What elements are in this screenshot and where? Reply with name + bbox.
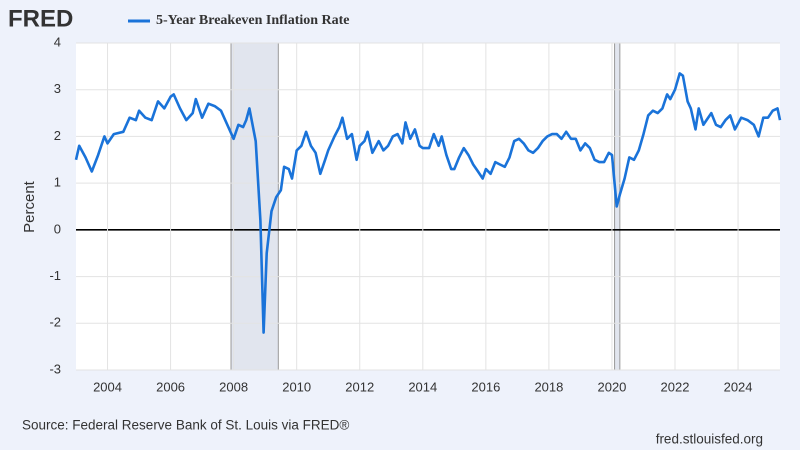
y-tick-label: 2	[54, 128, 61, 143]
chart-title: 5-Year Breakeven Inflation Rate	[156, 13, 350, 28]
x-tick-label: 2022	[661, 379, 690, 394]
y-tick-label: 0	[54, 221, 61, 236]
y-tick-label: 3	[54, 81, 61, 96]
y-tick-label: 1	[54, 175, 61, 190]
y-axis-label: Percent	[21, 180, 38, 233]
source-url: fred.stlouisfed.org	[656, 432, 763, 447]
recession-shade	[230, 42, 279, 371]
plot-area	[76, 43, 780, 370]
x-tick-label: 2014	[408, 379, 437, 394]
x-tick-label: 2020	[597, 379, 626, 394]
x-tick-label: 2012	[345, 379, 374, 394]
y-tick-label: -2	[49, 315, 61, 330]
x-tick-label: 2006	[156, 379, 185, 394]
x-tick-label: 2018	[534, 379, 563, 394]
x-tick-label: 2004	[93, 379, 122, 394]
series-line	[74, 72, 782, 334]
x-tick-label: 2010	[282, 379, 311, 394]
y-tick-label: -3	[49, 361, 61, 376]
x-tick-label: 2008	[219, 379, 248, 394]
source-note: Source: Federal Reserve Bank of St. Loui…	[22, 418, 349, 433]
y-tick-label: -1	[49, 268, 61, 283]
x-tick-label: 2024	[724, 379, 753, 394]
y-tick-label: 4	[54, 34, 61, 49]
brand-logo: FRED	[8, 5, 73, 32]
x-tick-label: 2016	[471, 379, 500, 394]
